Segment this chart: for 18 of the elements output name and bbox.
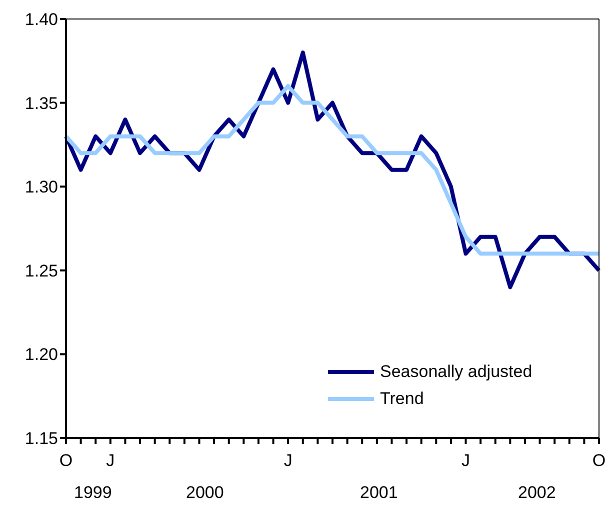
x-tick-label: J (284, 451, 292, 470)
legend-label: Seasonally adjusted (380, 361, 532, 383)
x-tick-label: J (106, 451, 115, 470)
x-tick-label: J (462, 451, 470, 470)
text: 1999 (74, 483, 112, 503)
text: 2001 (360, 483, 398, 503)
y-tick-label: 1.35 (24, 94, 58, 113)
y-tick-label: 1.25 (24, 261, 58, 280)
y-tick-label: 1.20 (24, 345, 58, 364)
legend-label: Trend (380, 388, 424, 410)
line-series (64, 84, 601, 256)
x-tick-label: O (59, 451, 73, 470)
text: 2000 (186, 483, 224, 503)
text: 2002 (518, 483, 556, 503)
y-tick-label: 1.40 (24, 10, 58, 30)
y-tick-label: 1.15 (24, 429, 58, 448)
y-tick-label: 1.30 (24, 178, 58, 197)
x-tick-label: O (592, 451, 606, 470)
